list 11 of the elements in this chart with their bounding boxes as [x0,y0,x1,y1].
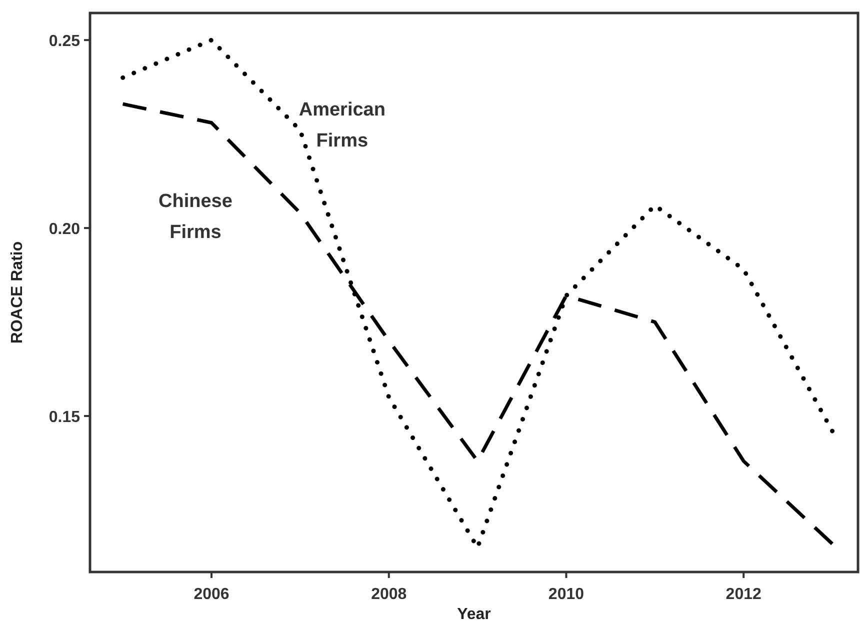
y-tick-label: 0.25 [48,33,80,50]
x-axis-title: Year [457,606,491,623]
y-tick-label: 0.20 [48,221,80,238]
x-tick-label: 2008 [371,586,407,603]
x-tick-label: 2010 [548,586,584,603]
series-label: American Firms [298,99,386,152]
y-tick-label: 0.15 [48,408,80,426]
x-tick-label: 2012 [726,586,762,603]
x-tick-label: 2006 [194,586,230,603]
series-label: Chinese Firms [158,190,232,243]
y-axis-title: ROACE Ratio [9,241,26,344]
